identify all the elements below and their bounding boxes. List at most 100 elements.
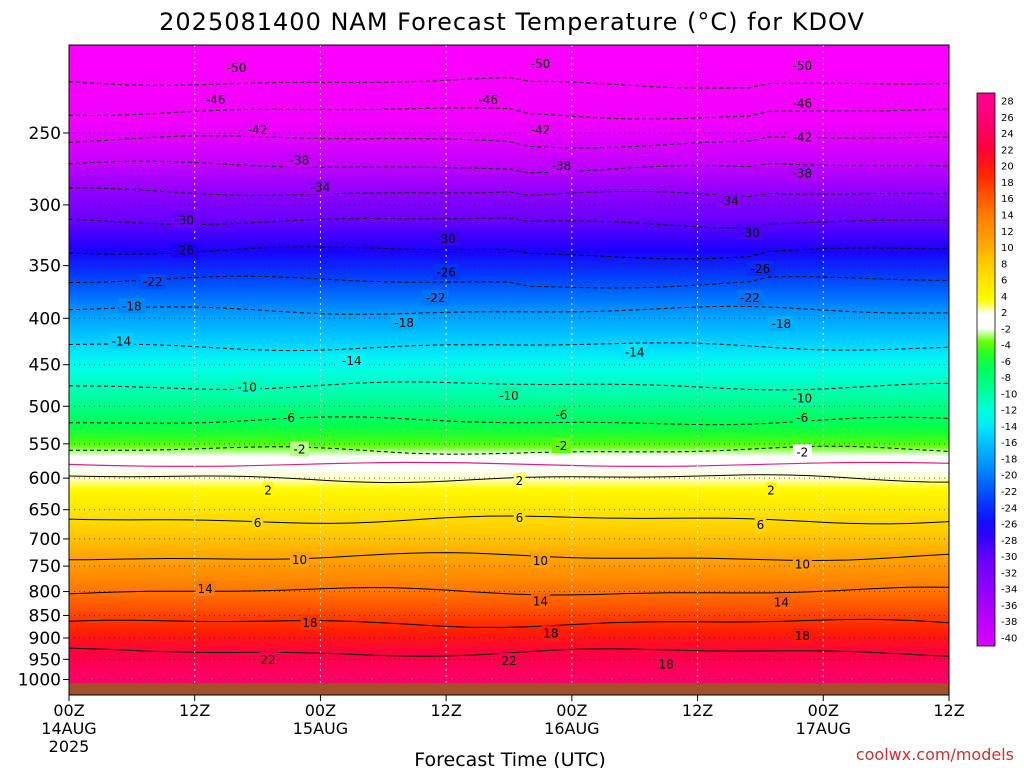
x-tick-year: 2025: [49, 737, 90, 756]
y-tick-label: 900: [29, 629, 61, 649]
contour-label: -34: [311, 180, 331, 194]
contour-label: -46: [793, 97, 813, 111]
contour-label-bg: [736, 290, 764, 306]
y-tick-label: 350: [29, 257, 61, 277]
contour-label-bg: [527, 121, 554, 137]
contour-label: 22: [260, 653, 275, 667]
contour-label: -18: [772, 317, 792, 331]
y-tick-label: 500: [29, 397, 61, 417]
contour-label: 18: [302, 616, 317, 630]
contour-label-bg: [789, 95, 816, 111]
colorbar-label: -26: [1001, 520, 1017, 531]
contour-label-bg: [513, 472, 526, 488]
contour-label: -22: [426, 291, 446, 305]
contour-label: -22: [143, 275, 163, 289]
y-tick-label: 750: [29, 557, 61, 577]
contour-label: -38: [552, 159, 572, 173]
contour-label: 6: [254, 516, 262, 530]
x-axis-label: Forecast Time (UTC): [414, 749, 605, 768]
contour-label-bg: [621, 344, 648, 360]
contour-label: 10: [795, 558, 810, 572]
contour-label-bg: [789, 390, 816, 406]
contour-label-bg: [715, 192, 743, 208]
y-tick-label: 250: [29, 124, 61, 144]
contour-label-bg: [279, 409, 299, 425]
contour-label-bg: [244, 121, 271, 137]
contour-label: -30: [740, 226, 760, 240]
contour-label-bg: [765, 482, 777, 498]
colorbar-label: -10: [1001, 389, 1017, 400]
contour-label-bg: [289, 441, 309, 457]
colorbar-label: 4: [1001, 292, 1007, 303]
contour-label-bg: [195, 581, 215, 597]
contour-label: -50: [793, 59, 813, 73]
plot-area: [69, 45, 949, 695]
contour-label: -10: [793, 391, 813, 405]
colorbar-label: -30: [1001, 552, 1017, 563]
contour-label-bg: [338, 353, 366, 369]
colorbar-label: 2: [1001, 308, 1007, 319]
contour-label: 6: [757, 518, 765, 532]
contour-label-bg: [499, 652, 519, 668]
contour-label: -26: [436, 265, 456, 279]
contour-label-bg: [656, 656, 676, 672]
y-tick-label: 450: [29, 356, 61, 376]
contour-label-bg: [474, 92, 502, 108]
contour-label-bg: [530, 593, 550, 609]
contour-label-bg: [170, 242, 198, 258]
colorbar-label: -6: [1001, 357, 1011, 368]
contour-label-bg: [789, 129, 816, 145]
colorbar-label: 20: [1001, 162, 1014, 173]
contour-label: -6: [283, 411, 295, 425]
contour-label-bg: [541, 625, 561, 641]
contour-line: [69, 515, 949, 525]
contour-label-bg: [390, 315, 418, 331]
contour-label-bg: [300, 614, 320, 630]
contour-label: -50: [531, 57, 551, 71]
colorbar-label: 6: [1001, 276, 1007, 287]
contour-label: 2: [516, 474, 524, 488]
temperature-field: [69, 45, 949, 695]
contour-label: -18: [394, 316, 414, 330]
colorbar-label: 16: [1001, 194, 1014, 205]
contour-label-bg: [251, 514, 264, 530]
colorbar-label: 12: [1001, 227, 1014, 238]
contour-label: -38: [290, 153, 310, 167]
colorbar-label: 26: [1001, 113, 1014, 124]
contour-label: -50: [227, 61, 247, 75]
contour-line: [69, 586, 949, 596]
contour-group: [69, 77, 949, 657]
contour-label-bg: [792, 409, 812, 425]
contour-label: -34: [719, 194, 739, 208]
contour-label: -14: [342, 354, 362, 368]
contour-label: -42: [531, 123, 551, 137]
colorbar-label: 10: [1001, 243, 1014, 254]
contour-line: [69, 647, 949, 657]
contour-label-bg: [754, 517, 767, 533]
x-tick-label: 00Z: [808, 701, 839, 720]
contour-label: -26: [174, 244, 194, 258]
contour-label-bg: [792, 628, 812, 644]
x-tick-date: 16AUG: [544, 719, 599, 738]
contour-label-bg: [771, 594, 791, 610]
contour-label-bg: [233, 379, 261, 395]
contour-label-bg: [432, 230, 460, 246]
contour-label: -38: [793, 166, 813, 180]
colorbar-label: -36: [1001, 601, 1017, 612]
colorbar-label: -12: [1001, 406, 1017, 417]
x-tick-label: 12Z: [179, 701, 210, 720]
contour-label-bg: [432, 264, 460, 280]
contour-label-bg: [551, 437, 571, 453]
x-tick-date: 14AUG: [41, 719, 96, 738]
y-tick-label: 600: [29, 469, 61, 489]
colorbar-labels: 28 26 24 22 20 18 16 14 12 10 8 6 4 2 -2 -4 -6 -8 -10 -12 -1…: [1001, 97, 1017, 645]
contour-label: -42: [248, 123, 268, 137]
contour-label-bg: [736, 224, 764, 240]
contour-label: -14: [625, 345, 645, 359]
y-tick-label: 650: [29, 501, 61, 521]
contour-label-bg: [513, 510, 526, 526]
x-tick-label: 12Z: [682, 701, 713, 720]
contour-label-bg: [289, 551, 309, 567]
gridline-group: [69, 45, 949, 695]
